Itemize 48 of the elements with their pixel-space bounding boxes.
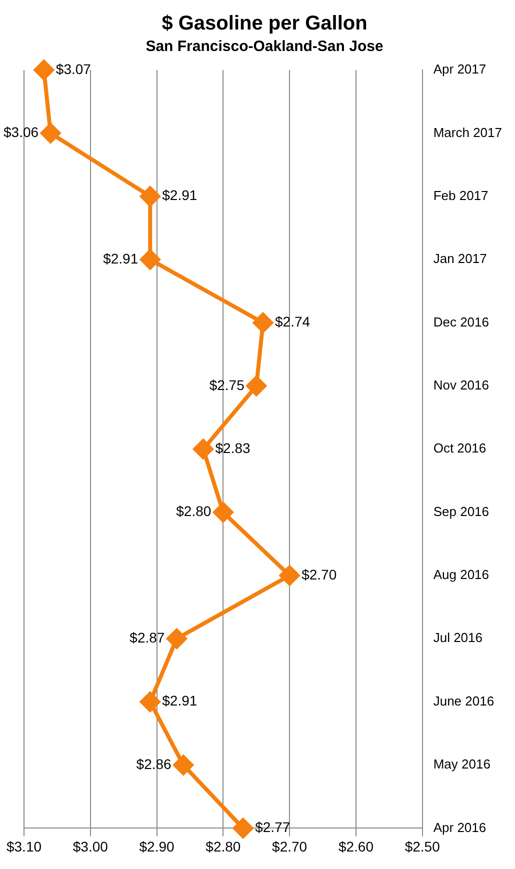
point [173,755,194,776]
data-label: $2.80 [176,503,212,520]
data-label: $2.91 [103,250,138,266]
point [34,60,54,80]
data-label: $2.91 [162,187,198,204]
data-label: $2.87 [130,630,165,646]
point [213,502,234,522]
x-tick-label: $3.00 [72,838,108,854]
data-label: $2.75 [209,376,245,393]
point [140,692,160,712]
data-label: $2.91 [162,692,198,709]
point [246,376,266,396]
y-tick-label: May 2016 [433,756,490,772]
x-tick-label: $2.80 [206,838,241,854]
data-label: $3.06 [4,124,39,140]
data-label: $2.74 [275,314,310,330]
y-tick-label: Dec 2016 [433,314,490,330]
y-tick-label: June 2016 [433,693,494,708]
x-tick-label: $2.90 [139,838,175,854]
y-tick-label: Oct 2016 [433,440,486,456]
point [140,250,160,270]
y-tick-label: Feb 2017 [433,188,488,203]
x-tick-label: $2.50 [404,838,440,854]
y-tick-label: Jan 2017 [433,251,487,266]
x-tick-label: $3.10 [6,838,42,854]
data-label: $2.77 [255,819,290,836]
data-label: $2.83 [215,440,251,456]
x-tick-label: $2.60 [338,838,374,854]
y-tick-label: Apr 2016 [433,820,486,835]
y-tick-label: Apr 2017 [433,62,486,77]
point [233,818,254,838]
point [140,186,160,206]
x-tick-label: $2.70 [272,838,308,854]
chart-subtitle: San Francisco-Oakland-San Jose [146,38,384,56]
y-tick-label: Aug 2016 [433,567,490,582]
y-tick-label: Jul 2016 [433,630,483,646]
data-label: $3.07 [56,60,92,77]
y-tick-label: Sep 2016 [433,504,490,519]
data-label: $2.86 [136,756,172,772]
point [280,565,300,586]
point [253,312,274,333]
point [40,123,61,144]
data-label: $2.70 [302,566,337,582]
y-tick-label: March 2017 [433,124,502,140]
point [193,439,214,460]
chart-title: $ Gasoline per Gallon [162,12,368,35]
y-tick-label: Nov 2016 [433,377,490,392]
point [166,628,187,649]
